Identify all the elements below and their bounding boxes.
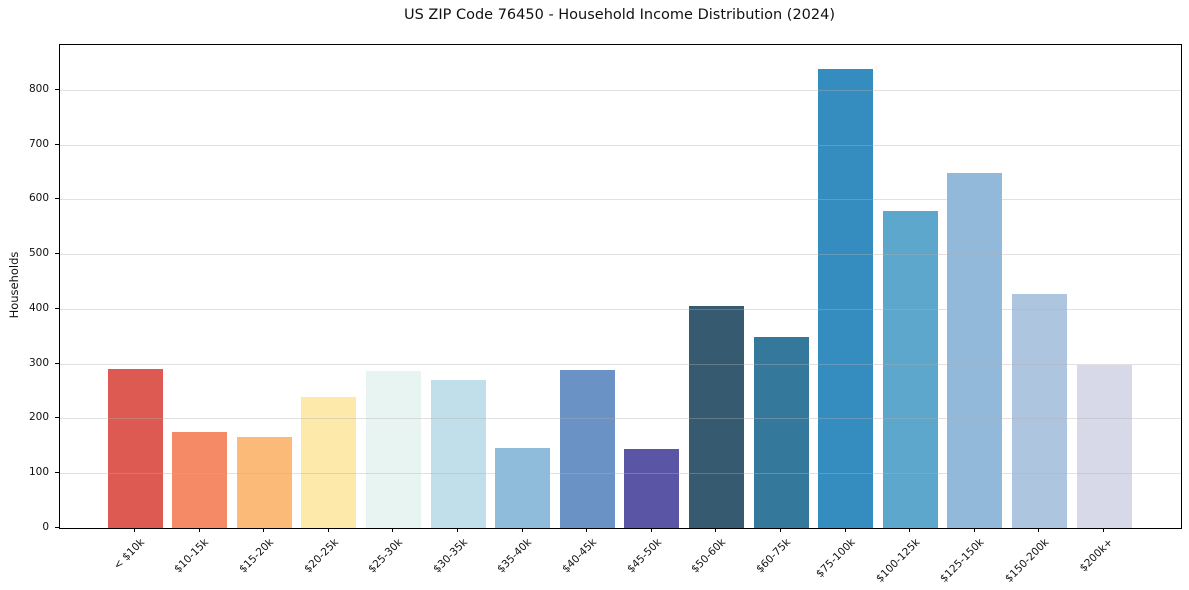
x-tick: [1103, 528, 1104, 532]
y-tick-label: 700: [28, 137, 49, 150]
gridline-300: [60, 363, 1181, 365]
bar-75-100k: [818, 69, 874, 528]
x-tick-label-10k: < $10k: [111, 536, 147, 572]
bar-50-60k: [688, 306, 744, 528]
x-tick: [909, 528, 911, 532]
x-tick-label-45-50k: $45-50k: [624, 536, 664, 576]
x-tick-label-40-45k: $40-45k: [559, 536, 599, 576]
gridline-800: [60, 89, 1181, 91]
x-tick-label-10-15k: $10-15k: [172, 536, 212, 576]
x-tick: [198, 528, 200, 532]
x-tick: [715, 528, 717, 532]
gridline-700: [60, 144, 1181, 146]
x-tick: [780, 528, 781, 532]
x-tick: [392, 528, 394, 532]
bar-10k: [107, 369, 163, 528]
y-tick: [55, 472, 59, 474]
bar-60-75k: [753, 337, 809, 528]
x-tick-label-60-75k: $60-75k: [753, 536, 793, 576]
y-tick: [55, 198, 59, 200]
gridline-100: [60, 473, 1181, 475]
y-tick-label: 500: [28, 247, 49, 260]
x-tick: [586, 528, 588, 532]
plot-area: [59, 44, 1182, 529]
y-tick: [55, 362, 59, 364]
bar-10-15k: [172, 431, 228, 528]
bar-25-30k: [365, 370, 421, 528]
y-tick: [55, 307, 59, 309]
y-tick-label: 100: [28, 466, 49, 479]
x-tick-label-15-20k: $15-20k: [236, 536, 276, 576]
x-tick: [521, 528, 523, 532]
x-tick: [844, 528, 846, 532]
y-tick-label: 200: [28, 411, 49, 424]
y-tick: [55, 417, 59, 419]
bar-20-25k: [301, 396, 357, 528]
x-tick-label-20-25k: $20-25k: [301, 536, 341, 576]
x-tick-label-30-35k: $30-35k: [430, 536, 470, 576]
bar-200k+: [1076, 365, 1132, 528]
bar-100-125k: [882, 211, 938, 528]
x-tick-label-200k+: $200k+: [1077, 536, 1116, 575]
x-tick-label-125-150k: $125-150k: [938, 536, 987, 585]
gridline-400: [60, 308, 1181, 310]
y-tick-label: 600: [28, 192, 49, 205]
y-tick-label: 0: [42, 521, 49, 533]
x-tick: [650, 528, 652, 532]
bar-150-200k: [1011, 293, 1067, 528]
gridline-500: [60, 254, 1181, 256]
x-tick-label-50-60k: $50-60k: [689, 536, 729, 576]
y-tick: [55, 253, 59, 255]
bar-30-35k: [430, 380, 486, 528]
x-tick-label-25-30k: $25-30k: [366, 536, 406, 576]
x-tick: [973, 528, 975, 532]
x-tick-label-35-40k: $35-40k: [495, 536, 535, 576]
x-tick-label-150-200k: $150-200k: [1002, 536, 1052, 585]
chart-title: US ZIP Code 76450 - Household Income Dis…: [403, 7, 836, 23]
y-tick-label: 300: [28, 356, 49, 369]
gridline-600: [60, 199, 1181, 201]
bar-125-150k: [947, 172, 1003, 528]
y-tick: [55, 88, 59, 90]
y-tick: [55, 527, 59, 528]
x-tick: [327, 528, 329, 532]
x-tick: [263, 528, 265, 532]
y-tick: [55, 143, 59, 145]
bar-45-50k: [624, 448, 680, 528]
x-tick-label-100-125k: $100-125k: [873, 536, 922, 585]
y-tick-label: 400: [28, 301, 49, 314]
bar-35-40k: [495, 448, 551, 528]
y-tick-label: 800: [28, 82, 49, 95]
gridline-200: [60, 418, 1181, 420]
x-tick-label-75-100k: $75-100k: [813, 536, 858, 581]
bar-40-45k: [559, 370, 615, 528]
x-tick: [457, 528, 458, 532]
x-tick: [1038, 528, 1040, 532]
x-tick: [134, 528, 135, 532]
bar-15-20k: [236, 437, 292, 528]
